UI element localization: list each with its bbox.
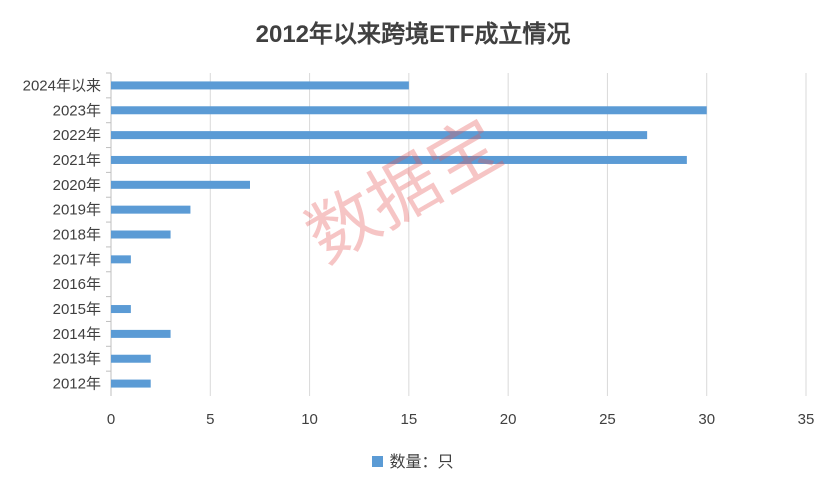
y-tick-label: 2013年: [53, 351, 101, 368]
legend: 数量：只: [0, 448, 826, 472]
legend-label: 数量：只: [389, 454, 454, 471]
x-tick-label: 10: [301, 411, 318, 428]
x-tick-label: 30: [698, 411, 715, 428]
bar: [111, 305, 131, 314]
y-tick-label: 2015年: [53, 301, 101, 318]
y-tick-label: 2024年以来: [23, 77, 101, 94]
x-tick-label: 35: [798, 411, 815, 428]
bar: [111, 81, 409, 90]
y-tick-label: 2022年: [53, 127, 101, 144]
y-tick-label: 2012年: [53, 376, 101, 393]
x-tick-label: 20: [500, 411, 517, 428]
y-tick-label: 2016年: [53, 276, 101, 293]
bar: [111, 180, 250, 189]
bar: [111, 230, 171, 239]
chart-title: 2012年以来跨境ETF成立情况: [255, 21, 571, 48]
bar: [111, 131, 648, 140]
x-tick-label: 25: [599, 411, 616, 428]
legend-swatch: [372, 456, 384, 467]
y-tick-label: 2014年: [53, 326, 101, 343]
bar: [111, 205, 191, 214]
y-tick-label: 2019年: [53, 202, 101, 219]
bar: [111, 106, 707, 115]
bar: [111, 155, 687, 164]
x-tick-label: 5: [206, 411, 214, 428]
y-tick-label: 2017年: [53, 251, 101, 268]
bar: [111, 255, 131, 264]
y-tick-label: 2018年: [53, 227, 101, 244]
x-tick-label: 0: [107, 411, 115, 428]
bar: [111, 329, 171, 338]
bar: [111, 379, 151, 388]
y-tick-label: 2020年: [53, 177, 101, 194]
y-tick-label: 2023年: [53, 102, 101, 119]
x-tick-label: 15: [401, 411, 418, 428]
y-tick-label: 2021年: [53, 152, 101, 169]
bar: [111, 354, 151, 363]
